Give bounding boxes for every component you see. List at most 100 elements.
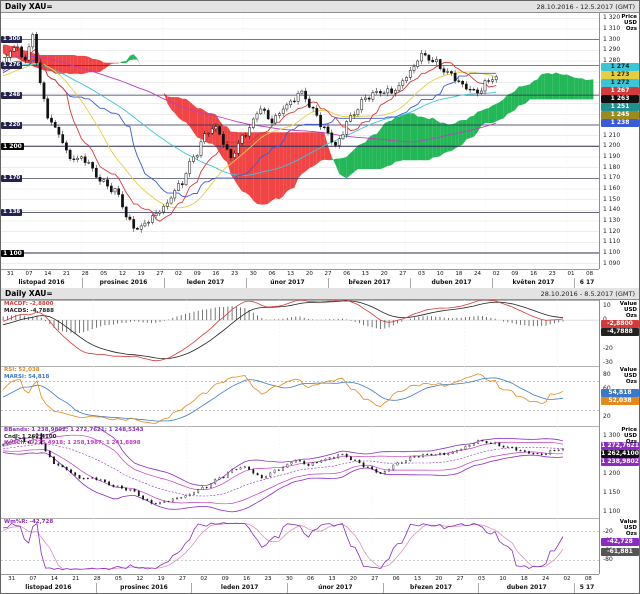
price-badge: 1 238,9802	[601, 457, 639, 466]
price-badge: 1 251	[601, 103, 639, 112]
axis-tick-label: 1 150	[603, 195, 621, 203]
price-badge: 52,038	[601, 396, 639, 405]
day-tick-label: 30	[285, 576, 293, 582]
day-tick-label: 06	[392, 576, 400, 582]
day-tick-label: 03	[478, 576, 486, 582]
day-tick-label: 08	[586, 271, 594, 277]
day-tick-label: 31	[6, 271, 14, 277]
day-tick-label: 24	[474, 271, 482, 277]
day-tick-label: 27	[324, 271, 332, 277]
day-tick-label: 16	[530, 271, 538, 277]
axis-tick-label: 1 110	[603, 238, 621, 246]
main-price-plot[interactable]: 1 300 1 276 1 248 1 220 1 200 1 170 1 138 1 100	[1, 13, 599, 269]
day-tick-label: 27	[156, 271, 164, 277]
level-label: 1 170	[1, 174, 23, 182]
axis-unit-label: Value USD Ozs	[619, 519, 637, 537]
indicator-label: BBands: 1 238,9802; 1 272,7621; 1 248,53…	[4, 427, 144, 433]
month-label: leden 2017	[165, 278, 247, 288]
day-tick-label: 12	[136, 576, 144, 582]
month-label: březen 2017	[384, 583, 480, 593]
day-tick-label: 27	[456, 576, 464, 582]
day-tick-label: 20	[435, 576, 443, 582]
price-badge: 1 272,7621	[601, 441, 639, 450]
indicator-label: RSI: 52,038	[4, 367, 40, 373]
day-tick-label: 21	[72, 576, 80, 582]
day-tick-label: 20	[380, 271, 388, 277]
day-tick-label: 01	[567, 271, 575, 277]
day-tick-label: 19	[157, 576, 165, 582]
axis-unit-label: Value USD Ozs	[619, 301, 637, 319]
day-tick-label: 30	[249, 271, 257, 277]
axis-tick-label: -20	[603, 344, 613, 352]
rsi-canvas[interactable]	[1, 366, 599, 426]
top-titlebar: Daily XAU= 28.10.2016 - 12.5.2017 (GMT)	[1, 1, 639, 13]
day-tick-label: 23	[264, 576, 272, 582]
price-badge: 1 273	[601, 71, 639, 80]
month-label: leden 2017	[192, 583, 289, 593]
axis-tick-label: 1 200	[603, 142, 621, 150]
day-tick-label: 05	[114, 576, 122, 582]
axis-unit-label: Price USD Ozs	[621, 14, 637, 32]
day-tick-label: 19	[137, 271, 145, 277]
williams-r-plot[interactable]: Wm%R: -42,728	[1, 518, 599, 574]
price-badge: 54,818	[601, 388, 639, 397]
williams-r-canvas[interactable]	[1, 518, 599, 574]
axis-tick-label: 1 300	[603, 431, 621, 439]
macd-canvas[interactable]	[1, 300, 599, 366]
price-badge: 1 274	[601, 63, 639, 72]
axis-tick-label: 1 130	[603, 217, 621, 224]
day-tick-label: 09	[221, 576, 229, 582]
bottom-chart-title[interactable]: Daily XAU=	[5, 289, 53, 298]
bollinger-canvas[interactable]	[1, 426, 599, 518]
day-tick-label: 23	[231, 271, 239, 277]
level-label: 1 200	[1, 142, 24, 150]
rsi-plot[interactable]: RSI: 52,038 MARSI: 54,818	[1, 366, 599, 426]
axis-tick-label: 1 210	[603, 131, 621, 139]
day-tick-label: 27	[399, 271, 407, 277]
month-label: prosinec 2016	[83, 278, 165, 288]
top-chart-title[interactable]: Daily XAU=	[5, 2, 53, 11]
axis-tick-label: 1 270	[603, 68, 620, 75]
top-day-axis[interactable]: 31 07 14 21 28 05 12 19 27 02 09 16 23 30 06 13 20 27 06 13…	[1, 269, 599, 278]
bottom-month-axis[interactable]: listopad 2016 prosinec 2016 leden 2017 únor…	[1, 583, 599, 593]
top-chart-date-range: 28.10.2016 - 12.5.2017 (GMT)	[536, 2, 635, 11]
day-tick-label: 20	[349, 576, 357, 582]
day-tick-label: 06	[307, 576, 315, 582]
price-badge: 1 238	[601, 119, 639, 128]
axis-tick-label: 1 160	[603, 185, 621, 192]
indicator-label: Cndl: 1 262,4100	[4, 433, 57, 440]
month-label: listopad 2016	[1, 583, 97, 593]
day-tick-label: 14	[50, 576, 58, 582]
day-tick-label: 02	[563, 576, 571, 582]
main-chart-canvas[interactable]	[1, 13, 599, 269]
indicator-label: KeltCh: 1 275,4918; 1 258,1987; 1 241,88…	[4, 440, 141, 446]
month-label: prosinec 2016	[97, 583, 193, 593]
axis-tick-label: 1 120	[603, 227, 621, 235]
bottom-day-axis[interactable]: 31 07 14 21 28 05 12 19 27 02 09 16 23 30 06 13 20 27 06 13…	[1, 574, 599, 583]
axis-tick-label: 60	[603, 385, 611, 392]
macd-axis[interactable]: ValueUSDOzs100-10-20-30-2,8800-4,7888	[599, 300, 639, 366]
axis-tick-label: 1 100	[603, 249, 621, 256]
day-tick-label: 09	[193, 271, 201, 277]
macd-plot[interactable]: MACDF: -2,8800 MACDS: -4,7888	[1, 300, 599, 366]
bollinger-plot[interactable]: BBands: 1 238,9802; 1 272,7621; 1 248,53…	[1, 426, 599, 518]
month-label: únor 2017	[288, 583, 384, 593]
month-label: duben 2017	[411, 278, 493, 288]
day-tick-label: 10	[436, 271, 444, 277]
axis-tick-label: -30	[603, 359, 613, 366]
top-month-axis[interactable]: listopad 2016 prosinec 2016 leden 2017 únor…	[1, 278, 599, 288]
day-tick-label: 13	[328, 576, 336, 582]
day-tick-label: 31	[8, 576, 16, 582]
day-tick-label: 02	[200, 576, 208, 582]
day-tick-label: 03	[417, 271, 425, 277]
main-chart-row: 1 300 1 276 1 248 1 220 1 200 1 170 1 138 1 100…	[1, 13, 639, 269]
axis-tick-label: 1 140	[603, 206, 621, 214]
price-badge: 1 272	[601, 79, 639, 88]
month-label: 6 17	[579, 279, 595, 286]
day-tick-label: 09	[511, 271, 519, 277]
